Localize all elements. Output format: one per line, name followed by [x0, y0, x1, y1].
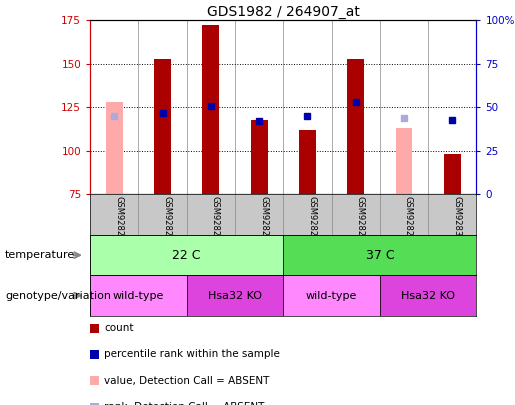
- Bar: [154, 59, 171, 194]
- Bar: [283, 235, 476, 275]
- Bar: [380, 275, 476, 316]
- Text: GSM92828: GSM92828: [259, 196, 268, 242]
- Bar: [90, 275, 186, 316]
- Bar: [283, 275, 380, 316]
- Text: GSM92829: GSM92829: [404, 196, 413, 242]
- Bar: [106, 102, 123, 194]
- Bar: [251, 119, 268, 194]
- Bar: [444, 154, 461, 194]
- Text: GSM92830: GSM92830: [452, 196, 461, 242]
- Text: percentile rank within the sample: percentile rank within the sample: [104, 350, 280, 359]
- Bar: [396, 128, 413, 194]
- Text: 37 C: 37 C: [366, 249, 394, 262]
- Bar: [347, 59, 364, 194]
- Text: GSM92825: GSM92825: [307, 196, 316, 242]
- Text: wild-type: wild-type: [306, 291, 357, 301]
- Text: GSM92823: GSM92823: [114, 196, 123, 242]
- Title: GDS1982 / 264907_at: GDS1982 / 264907_at: [207, 5, 359, 19]
- Text: genotype/variation: genotype/variation: [5, 291, 111, 301]
- Text: GSM92827: GSM92827: [211, 196, 220, 242]
- Bar: [299, 130, 316, 194]
- Bar: [186, 275, 283, 316]
- Text: Hsa32 KO: Hsa32 KO: [208, 291, 262, 301]
- Text: GSM92826: GSM92826: [356, 196, 365, 242]
- Text: count: count: [104, 323, 134, 333]
- Text: 22 C: 22 C: [173, 249, 201, 262]
- Text: rank, Detection Call = ABSENT: rank, Detection Call = ABSENT: [104, 402, 265, 405]
- Text: GSM92824: GSM92824: [163, 196, 171, 242]
- Text: value, Detection Call = ABSENT: value, Detection Call = ABSENT: [104, 376, 269, 386]
- Bar: [202, 26, 219, 194]
- Text: Hsa32 KO: Hsa32 KO: [401, 291, 455, 301]
- Bar: [90, 235, 283, 275]
- Text: wild-type: wild-type: [113, 291, 164, 301]
- Text: temperature: temperature: [5, 250, 75, 260]
